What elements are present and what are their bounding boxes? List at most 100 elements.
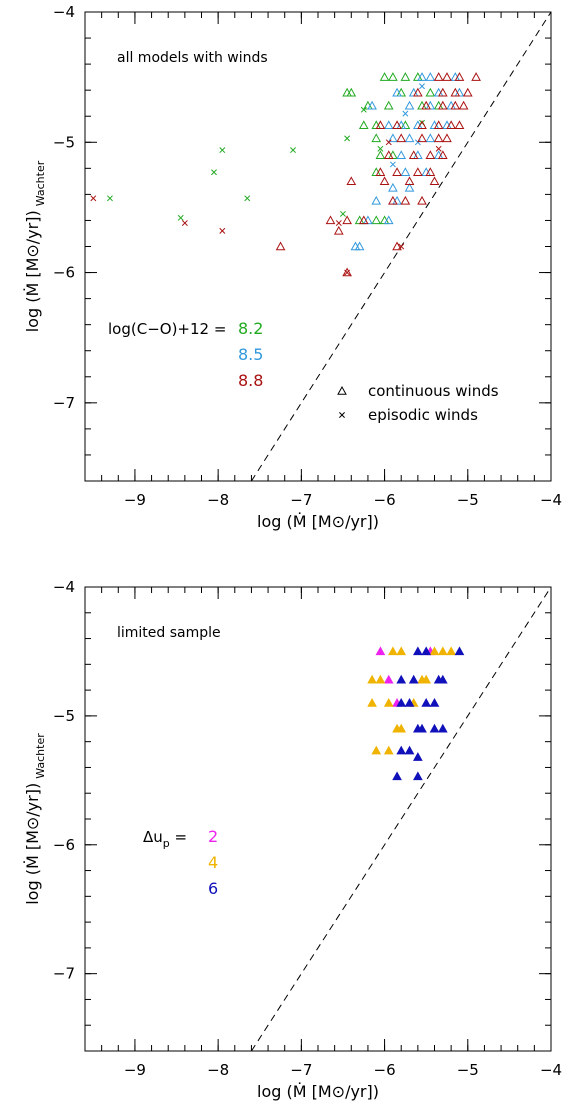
data-point bbox=[404, 697, 415, 707]
data-point bbox=[181, 220, 188, 227]
data-point bbox=[396, 697, 407, 707]
data-point bbox=[383, 745, 394, 755]
y-tick-label: −6 bbox=[53, 264, 75, 282]
cross-stroke bbox=[219, 147, 226, 154]
data-point bbox=[421, 697, 432, 707]
data-point bbox=[404, 100, 415, 110]
data-point bbox=[442, 72, 452, 81]
data-point bbox=[446, 646, 456, 656]
data-point bbox=[425, 167, 436, 176]
cross-stroke bbox=[389, 161, 396, 168]
data-point bbox=[383, 100, 394, 110]
series-8.8 bbox=[90, 72, 481, 277]
data-point bbox=[462, 87, 473, 97]
data-point bbox=[454, 646, 465, 656]
data-point bbox=[340, 210, 346, 217]
data-point bbox=[379, 176, 390, 186]
data-point bbox=[417, 120, 427, 130]
data-point bbox=[429, 646, 440, 656]
data-point bbox=[388, 133, 398, 143]
x-tick-label: −9 bbox=[124, 491, 146, 509]
cross-stroke bbox=[377, 145, 384, 152]
data-point bbox=[107, 195, 113, 202]
data-point bbox=[450, 72, 461, 81]
data-point bbox=[219, 147, 226, 154]
data-point bbox=[437, 87, 448, 97]
data-point bbox=[385, 139, 392, 146]
data-point bbox=[290, 147, 296, 154]
series-4 bbox=[367, 646, 456, 755]
data-point bbox=[177, 214, 184, 221]
data-point bbox=[433, 120, 444, 130]
marker-legend-label: continuous winds bbox=[368, 382, 499, 400]
data-point bbox=[388, 72, 398, 81]
data-point bbox=[392, 120, 402, 130]
data-point bbox=[454, 87, 465, 97]
data-point bbox=[429, 697, 440, 707]
data-point bbox=[421, 167, 432, 176]
series-6 bbox=[392, 646, 465, 781]
data-point bbox=[383, 120, 394, 130]
data-point bbox=[450, 100, 461, 110]
data-point bbox=[358, 120, 369, 130]
one-to-one-dashed-line bbox=[251, 586, 552, 1052]
cross-stroke bbox=[344, 135, 351, 142]
data-point bbox=[392, 87, 402, 97]
data-point bbox=[379, 215, 390, 225]
data-point bbox=[413, 150, 423, 160]
data-point bbox=[400, 120, 411, 130]
data-point bbox=[446, 120, 456, 130]
cross-stroke bbox=[398, 243, 405, 250]
y-axis-label-main: log (Ṁ [M⊙/yr]) bbox=[23, 210, 42, 332]
x-tick-label: −6 bbox=[374, 1061, 396, 1079]
data-point bbox=[367, 697, 377, 707]
data-point bbox=[367, 674, 377, 684]
data-point bbox=[379, 72, 390, 81]
data-point bbox=[344, 269, 351, 276]
color-legend-entry: 6 bbox=[208, 879, 218, 898]
data-point bbox=[392, 167, 402, 176]
y-tick-label: −5 bbox=[53, 707, 75, 725]
data-point bbox=[425, 133, 436, 143]
panel-annotation: limited sample bbox=[117, 625, 221, 641]
data-point bbox=[435, 145, 442, 152]
data-point bbox=[404, 176, 415, 186]
data-point bbox=[419, 83, 425, 90]
x-axis-label: log (Ṁ [M⊙/yr]) bbox=[257, 1082, 379, 1101]
data-point bbox=[404, 133, 415, 143]
data-point bbox=[413, 646, 423, 656]
color-legend-title-suffix: = bbox=[170, 828, 187, 846]
y-tick-label: −6 bbox=[53, 836, 75, 854]
data-point bbox=[413, 167, 423, 176]
y-tick-label: −7 bbox=[53, 394, 75, 412]
color-legend-entry: 8.5 bbox=[238, 345, 263, 364]
cross-stroke bbox=[211, 169, 217, 176]
data-point bbox=[367, 100, 377, 110]
y-axis-label: log (Ṁ [M⊙/yr]) Wachter bbox=[23, 160, 47, 332]
color-legend-title-subscript: p bbox=[163, 837, 170, 850]
data-point bbox=[429, 176, 440, 186]
data-point bbox=[454, 120, 465, 130]
cross-stroke bbox=[181, 220, 188, 227]
data-point bbox=[404, 745, 415, 755]
data-point bbox=[375, 167, 386, 176]
panel-annotation: all models with winds bbox=[117, 50, 268, 66]
data-point bbox=[437, 674, 448, 684]
data-point bbox=[437, 150, 448, 160]
x-tick-label: −9 bbox=[124, 1061, 146, 1079]
y-axis-label-subscript: Wachter bbox=[34, 160, 47, 206]
y-tick-label: −4 bbox=[53, 578, 75, 596]
x-tick-label: −4 bbox=[540, 1061, 562, 1079]
data-point bbox=[389, 161, 396, 168]
data-point bbox=[437, 723, 448, 733]
marker-legend-label: episodic winds bbox=[368, 406, 478, 424]
data-point bbox=[375, 150, 386, 160]
color-legend-title: log(C−O)+12 = bbox=[108, 320, 226, 338]
data-point bbox=[350, 241, 361, 251]
data-point bbox=[413, 72, 423, 81]
data-point bbox=[383, 674, 394, 684]
cross-stroke bbox=[402, 110, 409, 117]
data-point bbox=[408, 674, 419, 684]
data-point bbox=[396, 120, 407, 130]
